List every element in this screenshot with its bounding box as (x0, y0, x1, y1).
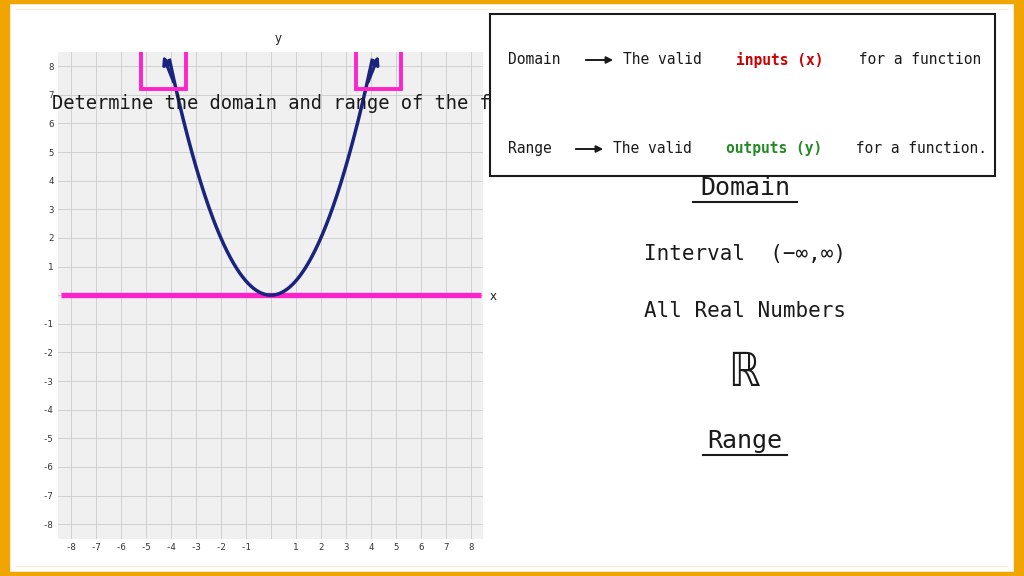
Text: All Real Numbers: All Real Numbers (644, 301, 846, 321)
Text: Range: Range (508, 141, 560, 156)
Text: x: x (489, 290, 497, 303)
Bar (141, 43, 186, 89)
FancyBboxPatch shape (490, 14, 995, 176)
Text: Domain: Domain (700, 176, 790, 200)
Text: outputs (y): outputs (y) (726, 141, 822, 156)
Text: Range: Range (708, 429, 782, 453)
Bar (356, 43, 400, 89)
Text: for a function.: for a function. (847, 141, 987, 156)
Text: Interval  (−∞,∞): Interval (−∞,∞) (644, 244, 846, 264)
Text: Domain: Domain (508, 52, 569, 67)
Text: for a function: for a function (850, 52, 981, 67)
Text: y: y (274, 32, 282, 45)
Text: The valid: The valid (623, 52, 711, 67)
Text: ℝ: ℝ (731, 351, 759, 396)
Text: inputs (x): inputs (x) (736, 52, 823, 68)
Text: Determine the domain and range of the function:: Determine the domain and range of the fu… (52, 94, 581, 113)
Text: The valid: The valid (613, 141, 700, 156)
